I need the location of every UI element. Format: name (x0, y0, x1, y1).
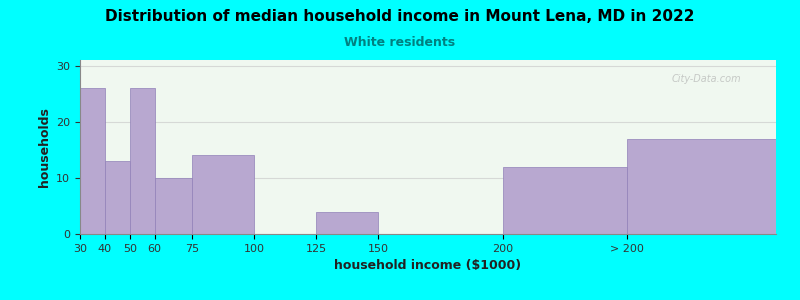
Bar (316, 212, 378, 234)
Text: City-Data.com: City-Data.com (671, 74, 741, 84)
Text: Distribution of median household income in Mount Lena, MD in 2022: Distribution of median household income … (106, 9, 694, 24)
Bar (502, 167, 627, 234)
X-axis label: household income ($1000): household income ($1000) (334, 259, 522, 272)
Text: White residents: White residents (345, 36, 455, 49)
Bar (105, 161, 130, 234)
Bar (154, 178, 192, 234)
Bar (80, 88, 105, 234)
Bar (627, 139, 776, 234)
Bar (192, 155, 254, 234)
Bar (130, 88, 154, 234)
Y-axis label: households: households (38, 107, 50, 187)
